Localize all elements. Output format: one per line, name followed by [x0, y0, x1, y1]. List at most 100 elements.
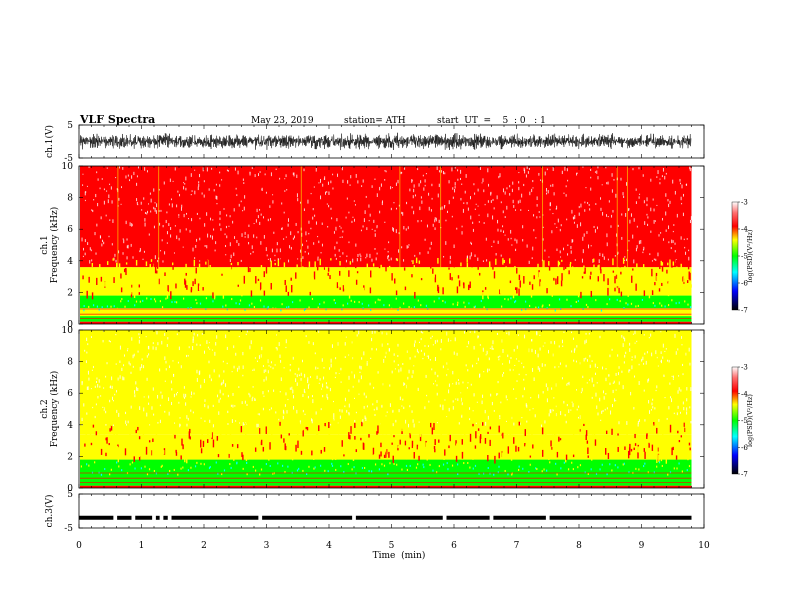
spectrogram-fleck — [269, 442, 271, 450]
spectrogram-fleck — [325, 308, 327, 311]
spectrogram-speckle — [570, 409, 572, 411]
spectrogram-speckle — [380, 183, 382, 187]
spectrogram-fleck — [587, 455, 589, 458]
spectrogram-speckle — [524, 334, 526, 339]
spectrogram-speckle — [298, 374, 300, 377]
spectrogram-speckle — [90, 388, 92, 390]
spectrogram-fleck — [536, 468, 538, 471]
spectrogram-speckle — [223, 379, 225, 384]
spectrogram-speckle — [131, 337, 133, 341]
spectrogram-fleck — [398, 438, 400, 446]
spectrogram-fleck — [507, 298, 509, 301]
spectrogram-fleck — [144, 281, 147, 285]
spectrogram-fleck — [548, 455, 550, 461]
spectrogram-speckle — [428, 192, 430, 196]
spectrogram-speckle — [574, 259, 576, 261]
spectrogram-speckle — [350, 175, 352, 179]
spectrogram-speckle — [567, 253, 569, 256]
spectrogram-fleck — [371, 437, 374, 442]
spectrogram-fleck — [651, 444, 654, 451]
spectrogram-fleck — [520, 442, 523, 446]
spectrogram-speckle — [412, 370, 414, 374]
spectrogram-fleck — [452, 441, 454, 447]
spectrogram-fleck — [101, 425, 104, 432]
spectrogram-fleck — [542, 439, 545, 446]
spectrogram-speckle — [444, 399, 446, 401]
spectrogram-speckle — [432, 344, 434, 346]
spectrogram-speckle — [417, 168, 419, 171]
spectrogram-speckle — [481, 182, 483, 184]
spectrogram-speckle — [271, 248, 273, 253]
spectrogram-speckle — [160, 209, 162, 212]
spectrogram-speckle — [424, 179, 426, 183]
spectrogram-speckle — [522, 395, 524, 398]
spectrogram-speckle — [318, 330, 320, 333]
spectrogram-fleck — [146, 425, 149, 429]
spectrogram-fleck — [329, 275, 331, 280]
spectrogram-speckle — [681, 336, 683, 339]
spectrogram-speckle — [573, 221, 575, 224]
spectrogram-speckle — [159, 368, 161, 372]
spectrogram-fleck — [586, 440, 589, 444]
spectrogram-fleck — [124, 444, 126, 447]
spectrogram-speckle — [89, 260, 91, 264]
spectrogram-speckle — [203, 194, 205, 198]
spectrogram-speckle — [225, 383, 227, 387]
spectrogram-fleck — [684, 300, 686, 303]
spectrogram-speckle — [177, 190, 179, 193]
spectrogram-fleck — [362, 287, 365, 294]
spectrogram-fleck — [318, 441, 320, 446]
spectrogram-speckle — [460, 169, 462, 174]
spectrogram-speckle — [340, 227, 342, 229]
colorbar-tick-label: -7 — [741, 307, 748, 315]
spectrogram-speckle — [526, 244, 528, 248]
spectrogram-speckle — [626, 182, 628, 186]
spectrogram-fleck — [563, 461, 565, 464]
spectrogram-fleck — [287, 465, 289, 468]
spectrogram-fleck — [243, 275, 246, 284]
spectrogram-speckle — [242, 365, 244, 370]
spectrogram-speckle — [102, 406, 104, 408]
spectrogram-speckle — [487, 415, 489, 420]
spectrogram-speckle — [118, 197, 120, 201]
spectrogram-speckle — [541, 363, 543, 367]
spectrogram-fleck — [575, 277, 577, 283]
spectrogram-speckle — [518, 171, 520, 174]
spectrogram-speckle — [484, 203, 486, 206]
spectrogram-speckle — [566, 383, 568, 386]
spectrogram-fleck — [260, 265, 263, 271]
spectrogram-speckle — [258, 173, 260, 176]
spectrogram-fleck — [308, 261, 311, 267]
spectrogram-fleck — [216, 309, 218, 312]
spectrogram-speckle — [470, 215, 472, 220]
spectrogram-speckle — [100, 216, 102, 220]
spectrogram-fleck — [556, 276, 559, 285]
spectrogram-fleck — [290, 424, 292, 427]
spectrogram-fleck — [328, 433, 331, 440]
spectrogram-speckle — [110, 385, 112, 389]
spectrogram-speckle — [489, 347, 491, 349]
spectrogram-speckle — [526, 166, 528, 169]
spectrogram-streak — [616, 166, 618, 296]
spectrogram-fleck — [463, 462, 465, 465]
spectrogram-fleck — [481, 444, 484, 451]
spectrogram-fleck — [417, 299, 419, 302]
spectrogram-fleck — [641, 298, 644, 301]
spectrogram-speckle — [256, 208, 258, 213]
spectrogram-fleck — [257, 449, 259, 457]
spectrogram-fleck — [190, 466, 192, 469]
spectrogram-fleck — [200, 462, 202, 465]
spectrogram-fleck — [110, 425, 113, 431]
spectrogram-fleck — [524, 443, 526, 447]
spectrogram-fleck — [658, 454, 660, 462]
spectrogram-fleck — [355, 424, 358, 427]
spectrogram-fleck — [116, 461, 118, 464]
spectrogram-fleck — [125, 268, 127, 276]
spectrogram-speckle — [533, 229, 535, 232]
spectrogram-fleck — [181, 450, 184, 457]
spectrogram-fleck — [489, 263, 491, 272]
spectrogram-fleck — [191, 448, 193, 451]
spectrogram-fleck — [405, 464, 408, 467]
spectrogram-fleck — [292, 280, 294, 288]
spectrogram-fleck — [687, 452, 689, 461]
